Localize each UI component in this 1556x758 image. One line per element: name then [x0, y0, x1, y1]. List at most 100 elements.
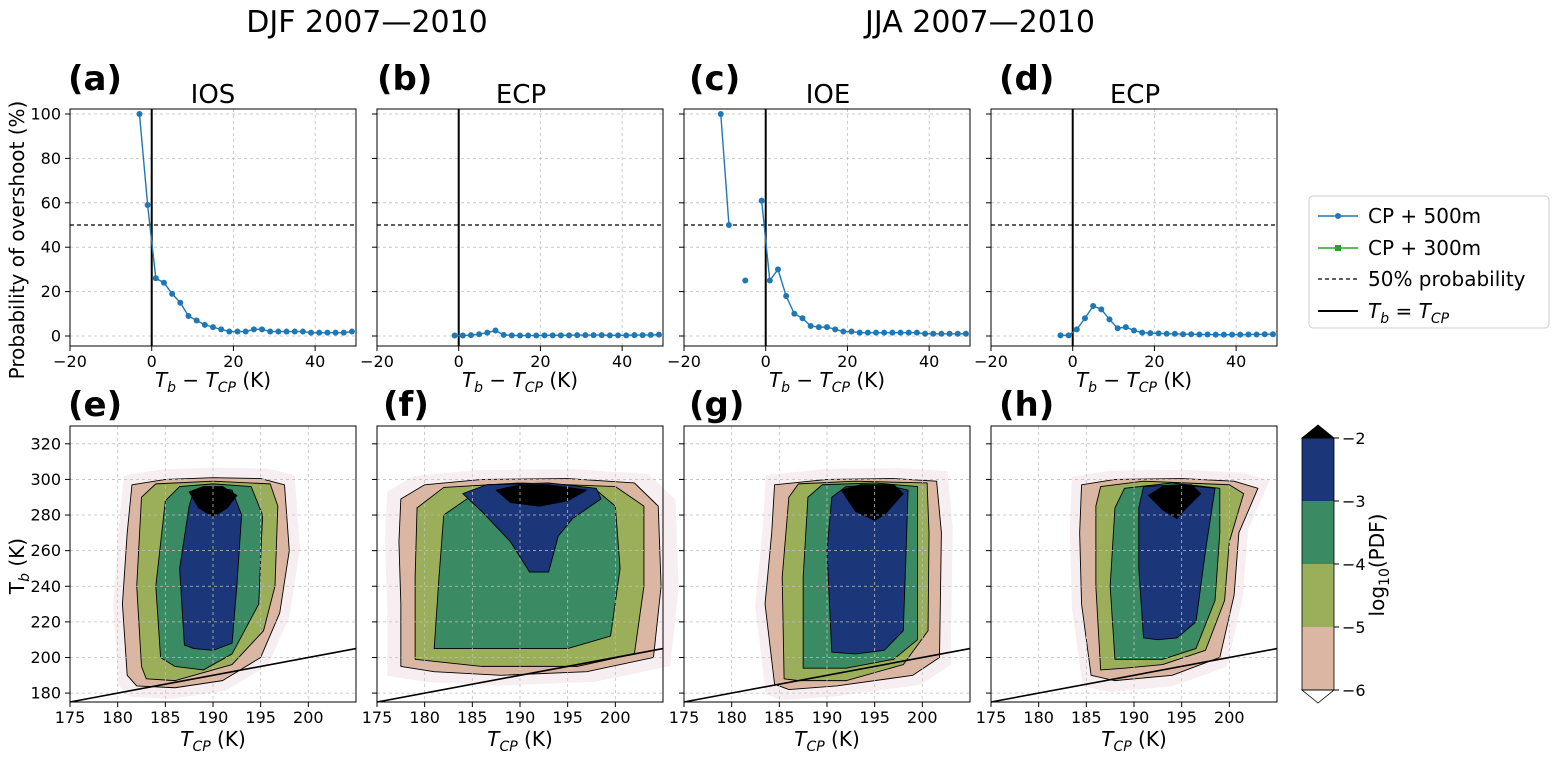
panel-letter-d: (d) — [999, 59, 1054, 99]
panel-c-data-point — [930, 330, 937, 337]
panel-c-data-point — [840, 328, 847, 335]
panel-b-data-point — [549, 332, 556, 339]
panel-c-data-point — [856, 329, 863, 336]
panel-letter-g: (g) — [689, 385, 744, 425]
panel-d-data-point — [1212, 331, 1219, 338]
panel-h-contour-level-3 — [1138, 484, 1216, 641]
panel-d-data-point — [1098, 306, 1105, 313]
panel-c-data-point — [783, 293, 790, 300]
panel-c-data-point — [938, 330, 945, 337]
panel-d-xtick-label: 0 — [1068, 352, 1078, 371]
panel-a-ytick-label: 60 — [41, 193, 61, 212]
panel-e-ytick-label: 300 — [30, 470, 61, 489]
panel-h-pdf-plot: 175 180 185 190 195 200 TCP (K) — [976, 425, 1278, 755]
panel-c-xtick-label: 40 — [919, 352, 939, 371]
panel-a-data-point — [185, 313, 192, 320]
plot-area: −20 0 20 40 0 20 40 60 80 100 Tb − TCP (K) −20 0 20 40… — [30, 105, 1278, 755]
panel-b-data-point — [467, 332, 474, 339]
panel-b-data-point — [525, 332, 532, 339]
panel-g-xtick-label: 185 — [764, 708, 795, 727]
panel-b-data-point — [574, 332, 581, 339]
panel-b-xtick-label: 40 — [612, 352, 632, 371]
panel-a-ytick-label: 40 — [41, 238, 61, 257]
region-title-c: IOE — [806, 80, 851, 110]
panel-e-ytick-label: 220 — [30, 612, 61, 631]
legend-label-500m: CP + 500m — [1368, 204, 1481, 228]
legend-label-300m: CP + 300m — [1368, 236, 1481, 260]
panel-c-data-point — [962, 330, 969, 337]
panel-b-xtick-label: −20 — [360, 352, 394, 371]
panel-c-data-point — [791, 310, 798, 317]
panel-h-xtick-label: 200 — [1214, 708, 1245, 727]
panel-b-data-point — [508, 332, 515, 339]
season-title-djf: DJF 2007—2010 — [246, 5, 487, 40]
panel-b-data-point — [541, 332, 548, 339]
panel-d-data-point — [1180, 331, 1187, 338]
panel-b-data-point — [655, 331, 662, 338]
panel-d-data-point — [1245, 331, 1252, 338]
panel-g-contour-level-2 — [840, 484, 904, 521]
panel-g-pdf-plot: 175 180 185 190 195 200 TCP (K) — [669, 425, 971, 755]
panel-d-data-point — [1220, 331, 1227, 338]
panel-h-contour-level-2 — [1147, 484, 1202, 520]
panel-c-data-point — [799, 315, 806, 322]
panel-f-xtick-label: 180 — [409, 708, 440, 727]
panel-e-ytick-label: 260 — [30, 541, 61, 560]
panel-b-xtick-label: 0 — [454, 352, 464, 371]
panel-c-data-point — [832, 326, 839, 333]
panel-b-data-point — [598, 332, 605, 339]
panel-a-data-point — [152, 275, 159, 282]
panel-b-data-point — [517, 332, 523, 339]
legend-label-tb-tcp: Tb = TCP — [1368, 299, 1450, 327]
panel-d-data-point — [1106, 316, 1113, 323]
panel-a-data-point — [332, 329, 339, 336]
panel-d-data-point — [1139, 329, 1146, 336]
panel-c-data-point — [766, 277, 773, 284]
panel-a-xtick-label: 0 — [147, 352, 157, 371]
panel-d-data-point — [1253, 331, 1260, 338]
panel-a-series-line — [138, 113, 353, 334]
panel-b-data-point — [566, 332, 573, 339]
panel-d-xtick-label: 40 — [1226, 352, 1246, 371]
panel-g-xtick-label: 195 — [859, 708, 890, 727]
panel-d-data-point — [1188, 331, 1195, 338]
panel-b-data-point — [533, 332, 540, 339]
panel-b-probability-plot: −20 0 20 40 Tb − TCP (K) — [360, 108, 664, 396]
panel-f-xlabel: TCP (K) — [487, 727, 553, 755]
bottom-ylabel: Tb (K) — [5, 538, 33, 595]
panel-letter-a: (a) — [68, 59, 122, 99]
panel-a-data-point — [136, 111, 143, 117]
panel-a-xtick-label: 20 — [223, 352, 243, 371]
panel-a-data-point — [275, 328, 282, 335]
panel-c-xtick-label: 0 — [761, 352, 771, 371]
panel-h-xlabel: TCP (K) — [1101, 727, 1167, 755]
panel-e-tb-eq-tcp-line — [69, 647, 357, 703]
region-title-b: ECP — [496, 80, 546, 110]
panel-a-ytick-label: 0 — [51, 327, 61, 346]
panel-e-ytick-label: 280 — [30, 506, 61, 525]
panel-a-data-point — [348, 328, 355, 335]
panel-b-data-point — [615, 332, 622, 339]
panel-letter-h: (h) — [999, 385, 1054, 425]
panel-letter-c: (c) — [689, 59, 740, 99]
panel-d-xtick-label: −20 — [974, 352, 1008, 371]
panel-g-xtick-label: 190 — [812, 708, 843, 727]
panel-a-data-point — [283, 328, 290, 335]
panel-a-probability-plot: −20 0 20 40 0 20 40 60 80 100 Tb − TCP (K) — [30, 105, 357, 396]
panel-g-xlabel: TCP (K) — [794, 727, 860, 755]
colorbar-tick-label: −3 — [1342, 492, 1366, 511]
panel-d-data-point — [1122, 324, 1129, 331]
panel-b-data-point — [606, 332, 613, 339]
panel-c-data-point — [848, 328, 855, 335]
panel-e-ytick-label: 240 — [30, 577, 61, 596]
panel-d-data-point — [1090, 303, 1097, 310]
panel-e-contour-level-2 — [188, 486, 238, 518]
panel-f-xtick-label: 185 — [457, 708, 488, 727]
panel-a-data-point — [226, 328, 233, 335]
panel-g-tb-eq-tcp-line — [683, 647, 971, 703]
panel-c-xtick-label: 20 — [837, 352, 857, 371]
panel-d-data-point — [1131, 327, 1137, 334]
panel-d-data-point — [1204, 331, 1211, 338]
panel-d-probability-plot: −20 0 20 40 Tb − TCP (K) — [974, 108, 1278, 396]
